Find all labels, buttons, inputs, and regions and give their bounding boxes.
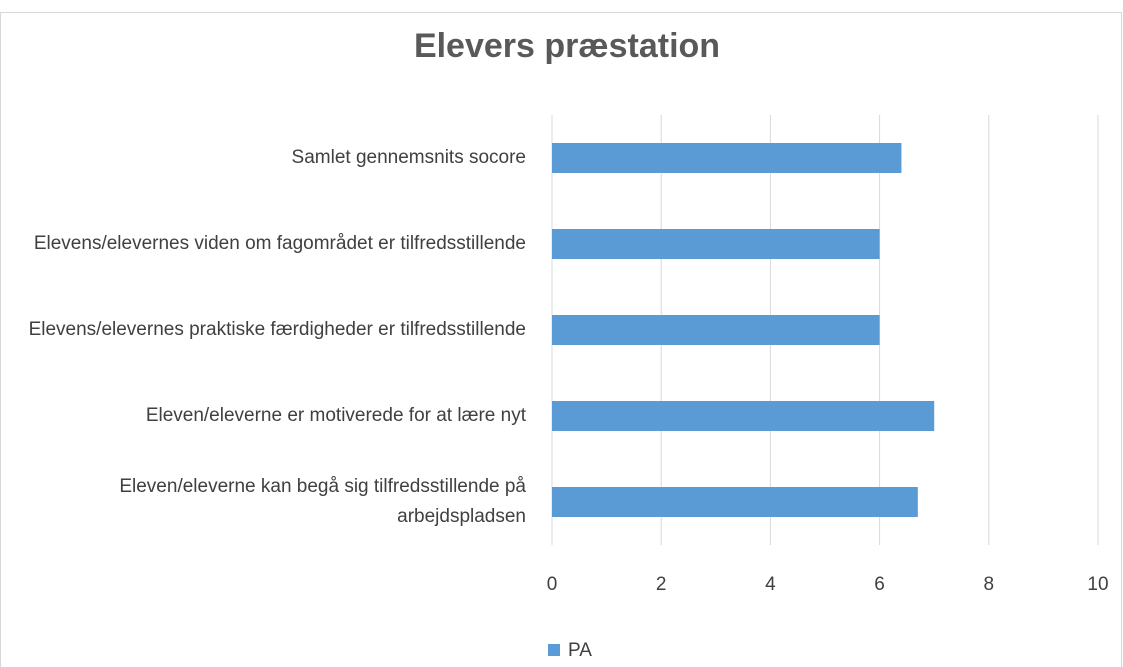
legend-swatch xyxy=(548,644,560,656)
y-tick-label: Eleven/eleverne er motiverede for at lær… xyxy=(146,405,527,426)
bar xyxy=(552,315,880,345)
x-tick-label: 6 xyxy=(874,574,885,595)
bar xyxy=(552,401,935,431)
x-tick-label: 2 xyxy=(656,574,667,595)
y-tick-label: Eleven/eleverne kan begå sig tilfredssti… xyxy=(119,476,526,527)
y-tick-label: Samlet gennemsnits socore xyxy=(292,147,526,168)
legend-label: PA xyxy=(568,640,592,661)
bar xyxy=(552,229,880,259)
chart-border xyxy=(0,12,1122,667)
y-tick-label: Elevens/elevernes viden om fagområdet er… xyxy=(34,233,526,254)
chart-title: Elevers præstation xyxy=(414,27,720,65)
bar xyxy=(552,487,918,517)
x-tick-label: 10 xyxy=(1087,574,1108,595)
x-tick-label: 0 xyxy=(547,574,558,595)
x-tick-label: 4 xyxy=(765,574,776,595)
y-tick-label: Elevens/elevernes praktiske færdigheder … xyxy=(29,319,526,340)
x-tick-label: 8 xyxy=(984,574,995,595)
bar xyxy=(552,143,902,173)
